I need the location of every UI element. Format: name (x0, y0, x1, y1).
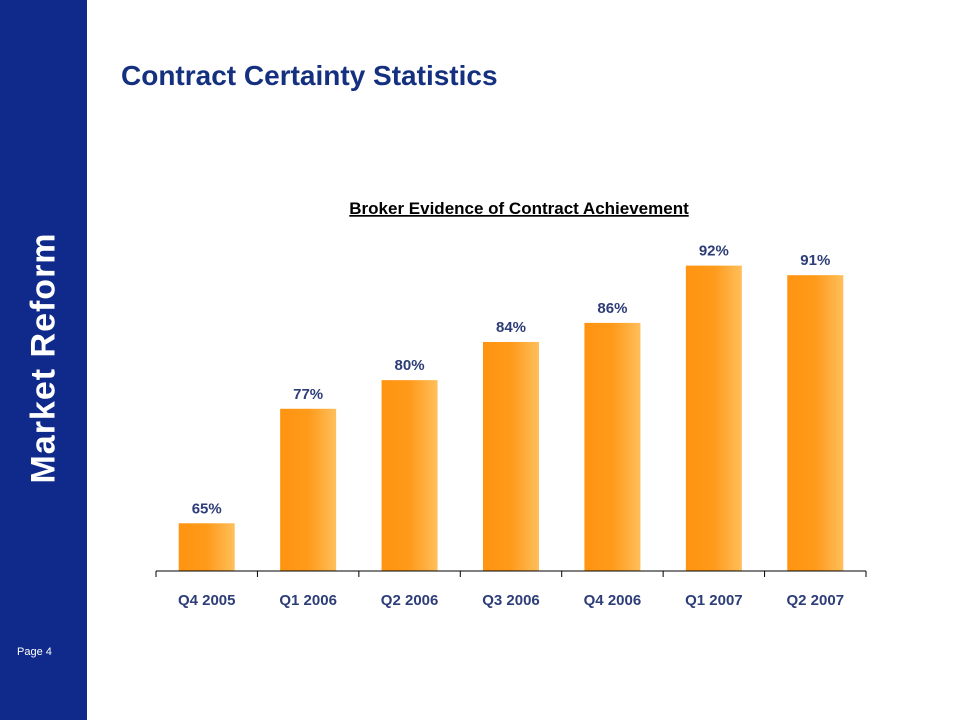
data-label: 80% (395, 357, 425, 374)
x-tick-label: Q1 2007 (685, 592, 743, 609)
x-tick-label: Q2 2007 (787, 592, 845, 609)
sidebar: Market Reform Page 4 (0, 0, 87, 720)
bar (280, 408, 337, 571)
bar (584, 322, 641, 571)
data-label: 92% (699, 243, 729, 260)
data-label: 84% (496, 319, 526, 336)
bar (178, 523, 235, 571)
x-tick-label: Q4 2006 (584, 592, 642, 609)
data-label: 91% (800, 252, 830, 269)
x-tick-label: Q1 2006 (279, 592, 337, 609)
x-tick-label: Q2 2006 (381, 592, 439, 609)
slide-title: Contract Certainty Statistics (121, 60, 498, 91)
bar (787, 275, 844, 571)
x-tick-label: Q3 2006 (482, 592, 540, 609)
bar (483, 341, 539, 571)
x-tick-label: Q4 2005 (178, 592, 236, 609)
data-label: 65% (192, 500, 222, 517)
page-number: Page 4 (17, 646, 52, 658)
chart-title: Broker Evidence of Contract Achievement (349, 199, 689, 218)
bar (381, 380, 438, 571)
bar (685, 265, 742, 571)
data-label: 86% (597, 300, 627, 317)
data-label: 77% (293, 386, 323, 403)
